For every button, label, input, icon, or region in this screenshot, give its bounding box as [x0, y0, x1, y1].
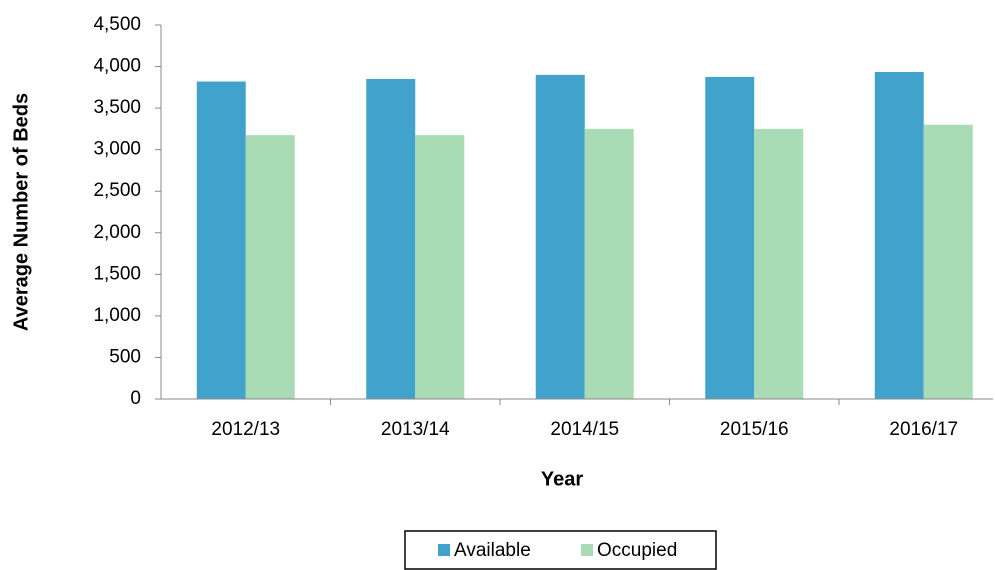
y-tick-label: 3,500: [93, 97, 141, 118]
bar: [705, 76, 755, 399]
y-tick-label: 2,000: [93, 222, 141, 243]
bar: [923, 124, 973, 399]
x-tick-label: 2013/14: [381, 419, 450, 440]
legend-swatch: [438, 544, 450, 556]
bar: [415, 135, 465, 399]
bar: [754, 128, 804, 399]
y-axis-title: Average Number of Beds: [10, 93, 32, 331]
x-tick-label: 2016/17: [889, 419, 958, 440]
y-tick-label: 1,500: [93, 263, 141, 284]
x-tick-label: 2012/13: [211, 419, 280, 440]
y-tick-label: 4,500: [93, 14, 141, 35]
legend-label: Occupied: [597, 540, 677, 561]
y-tick-label: 4,000: [93, 56, 141, 77]
x-axis-title: Year: [541, 468, 583, 490]
x-tick-label: 2015/16: [720, 419, 789, 440]
bar: [535, 74, 585, 399]
bar: [366, 79, 416, 400]
y-tick-label: 2,500: [93, 180, 141, 201]
y-tick-label: 500: [109, 346, 141, 367]
y-tick-label: 0: [130, 388, 141, 409]
legend-box: [404, 530, 717, 570]
y-tick-label: 1,000: [93, 305, 141, 326]
x-tick-label: 2014/15: [550, 419, 619, 440]
bar: [874, 71, 924, 400]
bar: [196, 81, 246, 399]
bar: [245, 135, 295, 399]
bar: [584, 128, 634, 399]
legend-label: Available: [454, 540, 531, 561]
y-tick-label: 3,000: [93, 139, 141, 160]
legend-swatch: [581, 544, 593, 556]
